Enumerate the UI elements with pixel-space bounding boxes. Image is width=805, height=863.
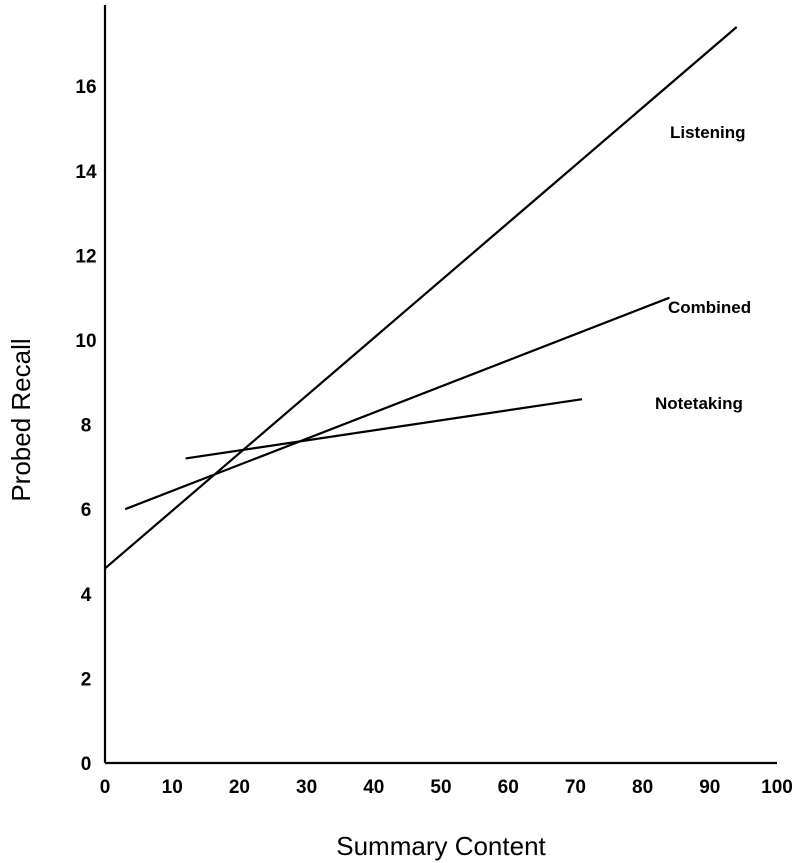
x-tick-label: 20 (229, 777, 250, 798)
y-tick-label: 0 (81, 754, 92, 775)
y-tick-label: 2 (81, 669, 92, 690)
series-label-listening: Listening (670, 123, 746, 142)
x-tick-label: 40 (363, 777, 384, 798)
y-tick-label: 12 (75, 246, 96, 267)
x-tick-label: 80 (632, 777, 653, 798)
x-tick-label: 100 (761, 777, 793, 798)
series-lines (104, 26, 738, 570)
y-axis-title: Probed Recall (6, 338, 36, 501)
x-tick-labels: 0 10 20 30 40 50 60 70 80 90 100 (100, 777, 793, 798)
y-tick-label: 14 (75, 162, 97, 183)
series-labels: Listening Combined Notetaking (655, 123, 751, 413)
series-line-combined (124, 296, 670, 511)
x-tick-label: 90 (699, 777, 720, 798)
series-line-notetaking (185, 398, 583, 460)
y-tick-label: 4 (81, 585, 92, 606)
axes (103, 5, 777, 765)
y-tick-label: 10 (75, 331, 96, 352)
y-tick-label: 6 (81, 500, 92, 521)
x-tick-label: 0 (100, 777, 111, 798)
x-tick-label: 30 (296, 777, 317, 798)
x-tick-label: 10 (162, 777, 183, 798)
x-axis-title: Summary Content (336, 831, 546, 861)
y-tick-label: 8 (81, 416, 92, 437)
series-line-listening (104, 26, 738, 570)
x-tick-label: 50 (430, 777, 451, 798)
y-tick-labels: 0 2 4 6 8 10 12 14 16 (75, 77, 97, 775)
series-label-notetaking: Notetaking (655, 394, 743, 413)
series-label-combined: Combined (668, 298, 751, 317)
y-tick-label: 16 (75, 77, 96, 98)
x-tick-label: 60 (498, 777, 519, 798)
x-tick-label: 70 (565, 777, 586, 798)
